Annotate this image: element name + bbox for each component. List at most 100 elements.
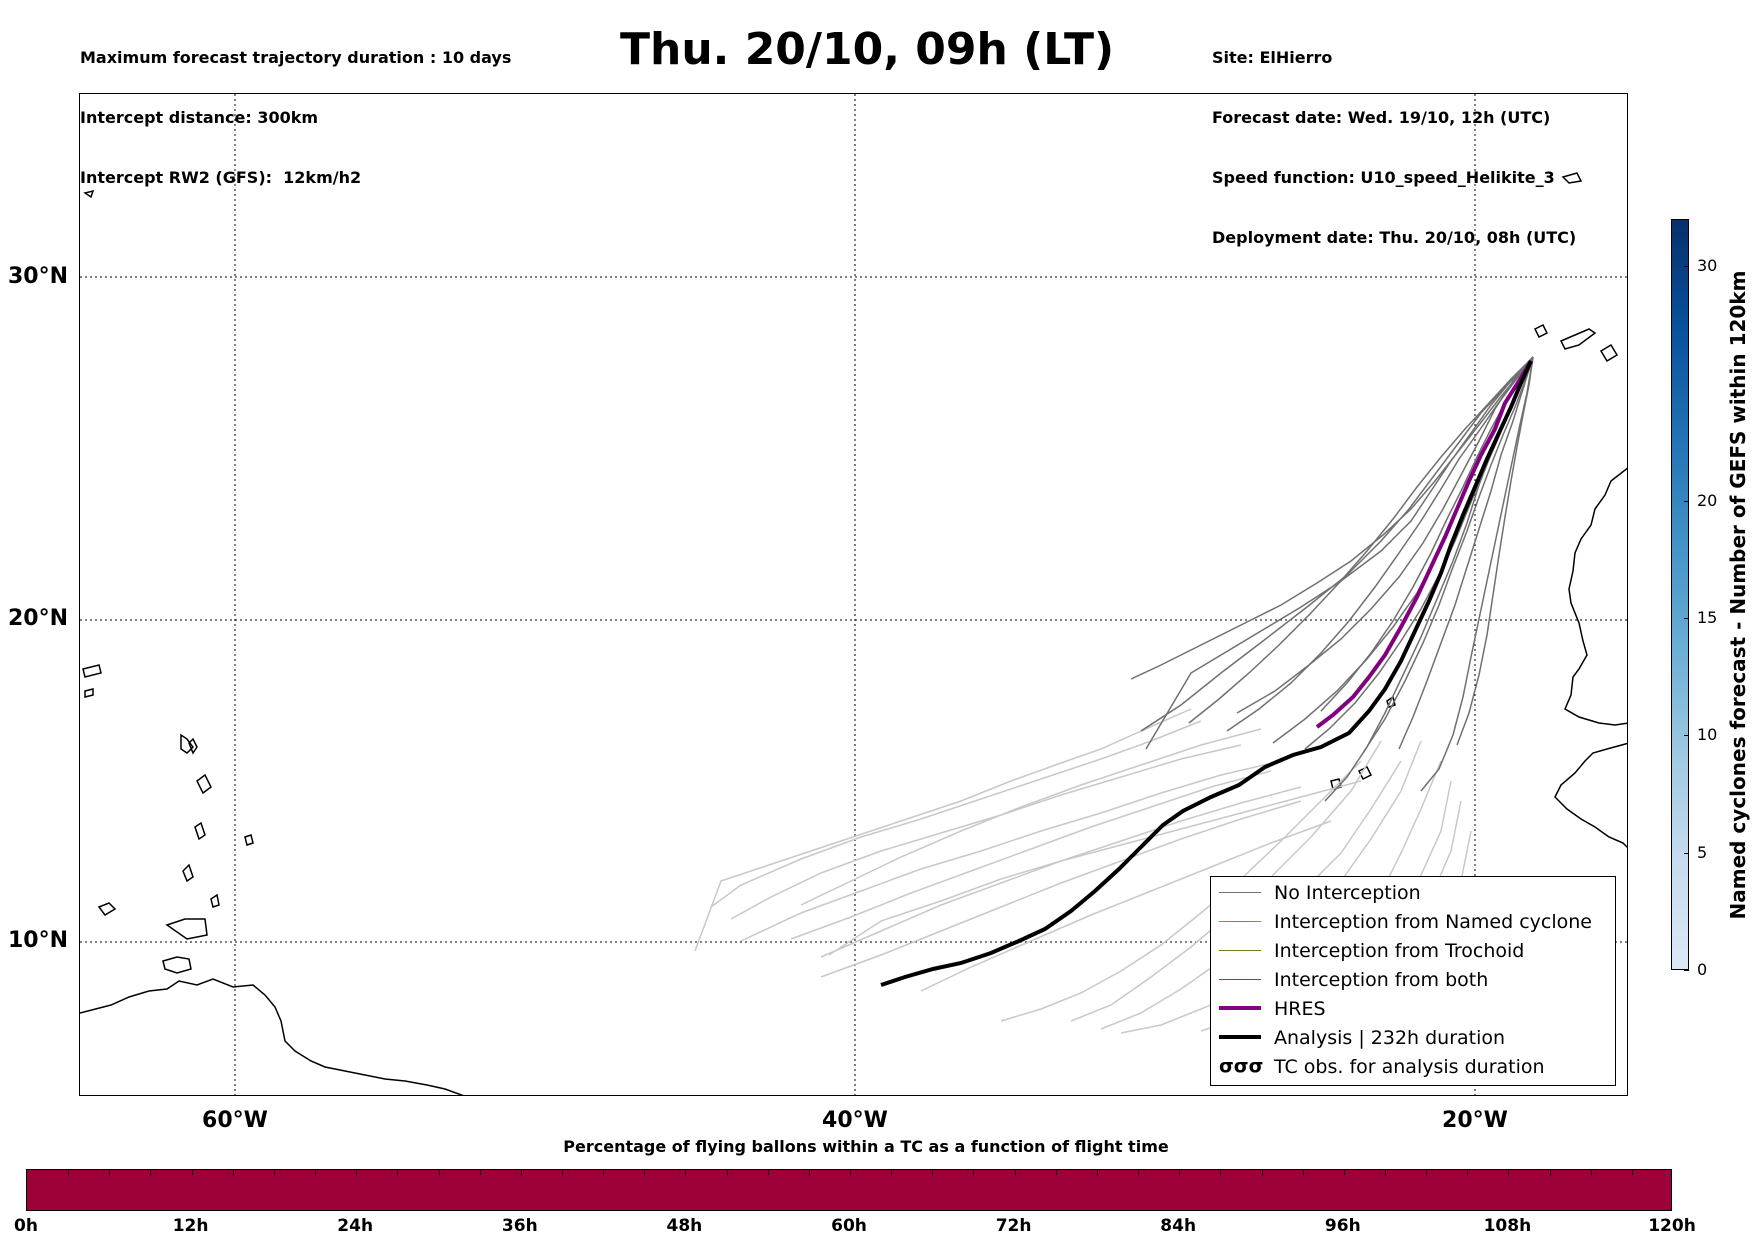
ensemble-trajectories-light <box>694 708 1472 1042</box>
legend-swatch <box>1219 892 1261 893</box>
legend-label: TC obs. for analysis duration <box>1274 1056 1545 1078</box>
forecast-date-text: Forecast date: Wed. 19/10, 12h (UTC) <box>1212 108 1551 127</box>
flight-bar-minor-tick <box>520 1170 522 1175</box>
flight-bar-minor-tick <box>397 1170 399 1175</box>
flight-bar-minor-tick <box>1220 1170 1222 1175</box>
colorbar-tick-label: 5 <box>1697 842 1708 862</box>
madeira-island <box>1561 172 1583 184</box>
traj-light <box>800 728 1262 906</box>
lesser-antilles-3 <box>194 821 206 841</box>
traj-light <box>790 770 1272 940</box>
analysis-trajectory <box>880 360 1533 987</box>
intercept-rw2-text: Intercept RW2 (GFS): 12km/h2 <box>80 168 362 187</box>
flight-bar-minor-tick <box>1261 1170 1263 1175</box>
colorbar-tick-label: 0 <box>1697 960 1708 979</box>
traj-dark <box>1226 356 1534 732</box>
flight-bar-minor-tick <box>726 1170 728 1175</box>
flight-bar-minor-tick <box>109 1170 111 1175</box>
africa-coast-south <box>1554 742 1627 849</box>
traj-light <box>1000 760 1362 1022</box>
flight-bar-minor-tick <box>1508 1170 1510 1175</box>
flight-bar-minor-tick <box>685 1170 687 1175</box>
africa-coast <box>1564 467 1627 726</box>
small-island-e <box>83 189 95 199</box>
flight-time-tick-label: 96h <box>1324 1216 1361 1236</box>
hres-trajectory <box>1315 359 1533 729</box>
flight-bar-minor-tick <box>1467 1170 1469 1175</box>
header-left-info: Maximum forecast trajectory duration : 1… <box>80 8 511 208</box>
traj-dark <box>1456 356 1534 746</box>
traj-dark <box>1398 356 1534 750</box>
legend-label: Interception from Named cyclone <box>1274 911 1592 933</box>
small-island-b <box>244 834 254 846</box>
traj-light <box>828 780 1362 956</box>
lat-label-20n: 20°N <box>8 606 69 631</box>
colorbar-tick-mark <box>1684 735 1689 737</box>
lon-label-20w: 20°W <box>1442 1108 1508 1133</box>
flight-bar-minor-tick <box>1384 1170 1386 1175</box>
flight-bar-minor-tick <box>232 1170 234 1175</box>
traj-light <box>740 760 1282 942</box>
flight-bar-minor-tick <box>767 1170 769 1175</box>
lesser-antilles-2 <box>196 773 212 795</box>
page-title: Thu. 20/10, 09h (LT) <box>620 24 1115 75</box>
flight-time-tick-label: 0h <box>14 1216 38 1236</box>
cyclone-count-colorbar <box>1671 219 1689 970</box>
traj-light <box>730 744 1242 920</box>
canary-islands-group <box>1533 323 1619 363</box>
colorbar-tick-mark <box>1684 970 1689 971</box>
traj-dark <box>1145 356 1534 750</box>
legend-item-both: Interception from both <box>1211 966 1615 994</box>
traj-dark <box>1188 356 1534 724</box>
flight-bar-minor-tick <box>1590 1170 1592 1175</box>
lon-label-40w: 40°W <box>822 1108 888 1133</box>
flight-bar-minor-tick <box>808 1170 810 1175</box>
traj-dark <box>1140 356 1534 732</box>
legend-swatch <box>1219 921 1261 922</box>
flight-time-bar <box>26 1169 1672 1211</box>
flight-bar-minor-tick <box>973 1170 975 1175</box>
caribbean-island-a <box>97 902 117 916</box>
speed-function-text: Speed function: U10_speed_Helikite_3 <box>1212 168 1555 187</box>
legend-label: Interception from both <box>1274 969 1489 991</box>
colorbar-tick-mark <box>1684 617 1689 619</box>
small-island-a <box>180 733 194 754</box>
colorbar-tick-label: 15 <box>1697 607 1718 627</box>
flight-time-tick-label: 84h <box>1160 1216 1197 1236</box>
traj-dark <box>1236 356 1534 714</box>
flight-bar-minor-tick <box>891 1170 893 1175</box>
flight-bar-minor-tick <box>1055 1170 1057 1175</box>
flight-bar-minor-tick <box>1096 1170 1098 1175</box>
flight-bar-minor-tick <box>1343 1170 1345 1175</box>
legend-item-hres: HRES <box>1211 995 1615 1023</box>
colorbar-tick-label: 30 <box>1697 255 1718 275</box>
legend-item-named-cyclone: Interception from Named cyclone <box>1211 908 1615 936</box>
flight-time-tick-label: 24h <box>337 1216 374 1236</box>
deployment-date-text: Deployment date: Thu. 20/10, 08h (UTC) <box>1212 228 1577 247</box>
flight-bar-minor-tick <box>1631 1170 1633 1175</box>
lesser-antilles-5 <box>210 893 220 908</box>
header-right-info: Site: ElHierro Forecast date: Wed. 19/10… <box>1212 8 1576 268</box>
traj-dark <box>1420 356 1534 792</box>
traj-dark <box>1362 356 1534 754</box>
flight-bar-minor-tick <box>850 1170 851 1175</box>
legend-label: Interception from Trochoid <box>1274 940 1525 962</box>
lat-label-30n: 30°N <box>8 264 69 289</box>
legend-item-no-interception: No Interception <box>1211 879 1615 907</box>
legend-label: Analysis | 232h duration <box>1274 1027 1506 1049</box>
map-canvas <box>80 94 1627 1095</box>
legend-label: HRES <box>1274 998 1326 1020</box>
site-text: Site: ElHierro <box>1212 48 1333 67</box>
flight-time-tick-label: 60h <box>831 1216 867 1236</box>
flight-bar-minor-tick <box>1014 1170 1016 1175</box>
flight-bar-minor-tick <box>1549 1170 1551 1175</box>
colorbar-label: Named cyclones forecast - Number of GEFS… <box>1726 270 1750 920</box>
colorbar-tick-label: 10 <box>1697 725 1718 745</box>
lon-label-60w: 60°W <box>202 1108 268 1133</box>
lat-label-10n: 10°N <box>8 928 69 953</box>
flight-bar-minor-tick <box>68 1170 70 1175</box>
legend-label: No Interception <box>1274 882 1421 904</box>
flight-bar-minor-tick <box>1138 1170 1140 1175</box>
legend-swatch <box>1219 1035 1261 1039</box>
legend-swatch <box>1219 979 1261 980</box>
